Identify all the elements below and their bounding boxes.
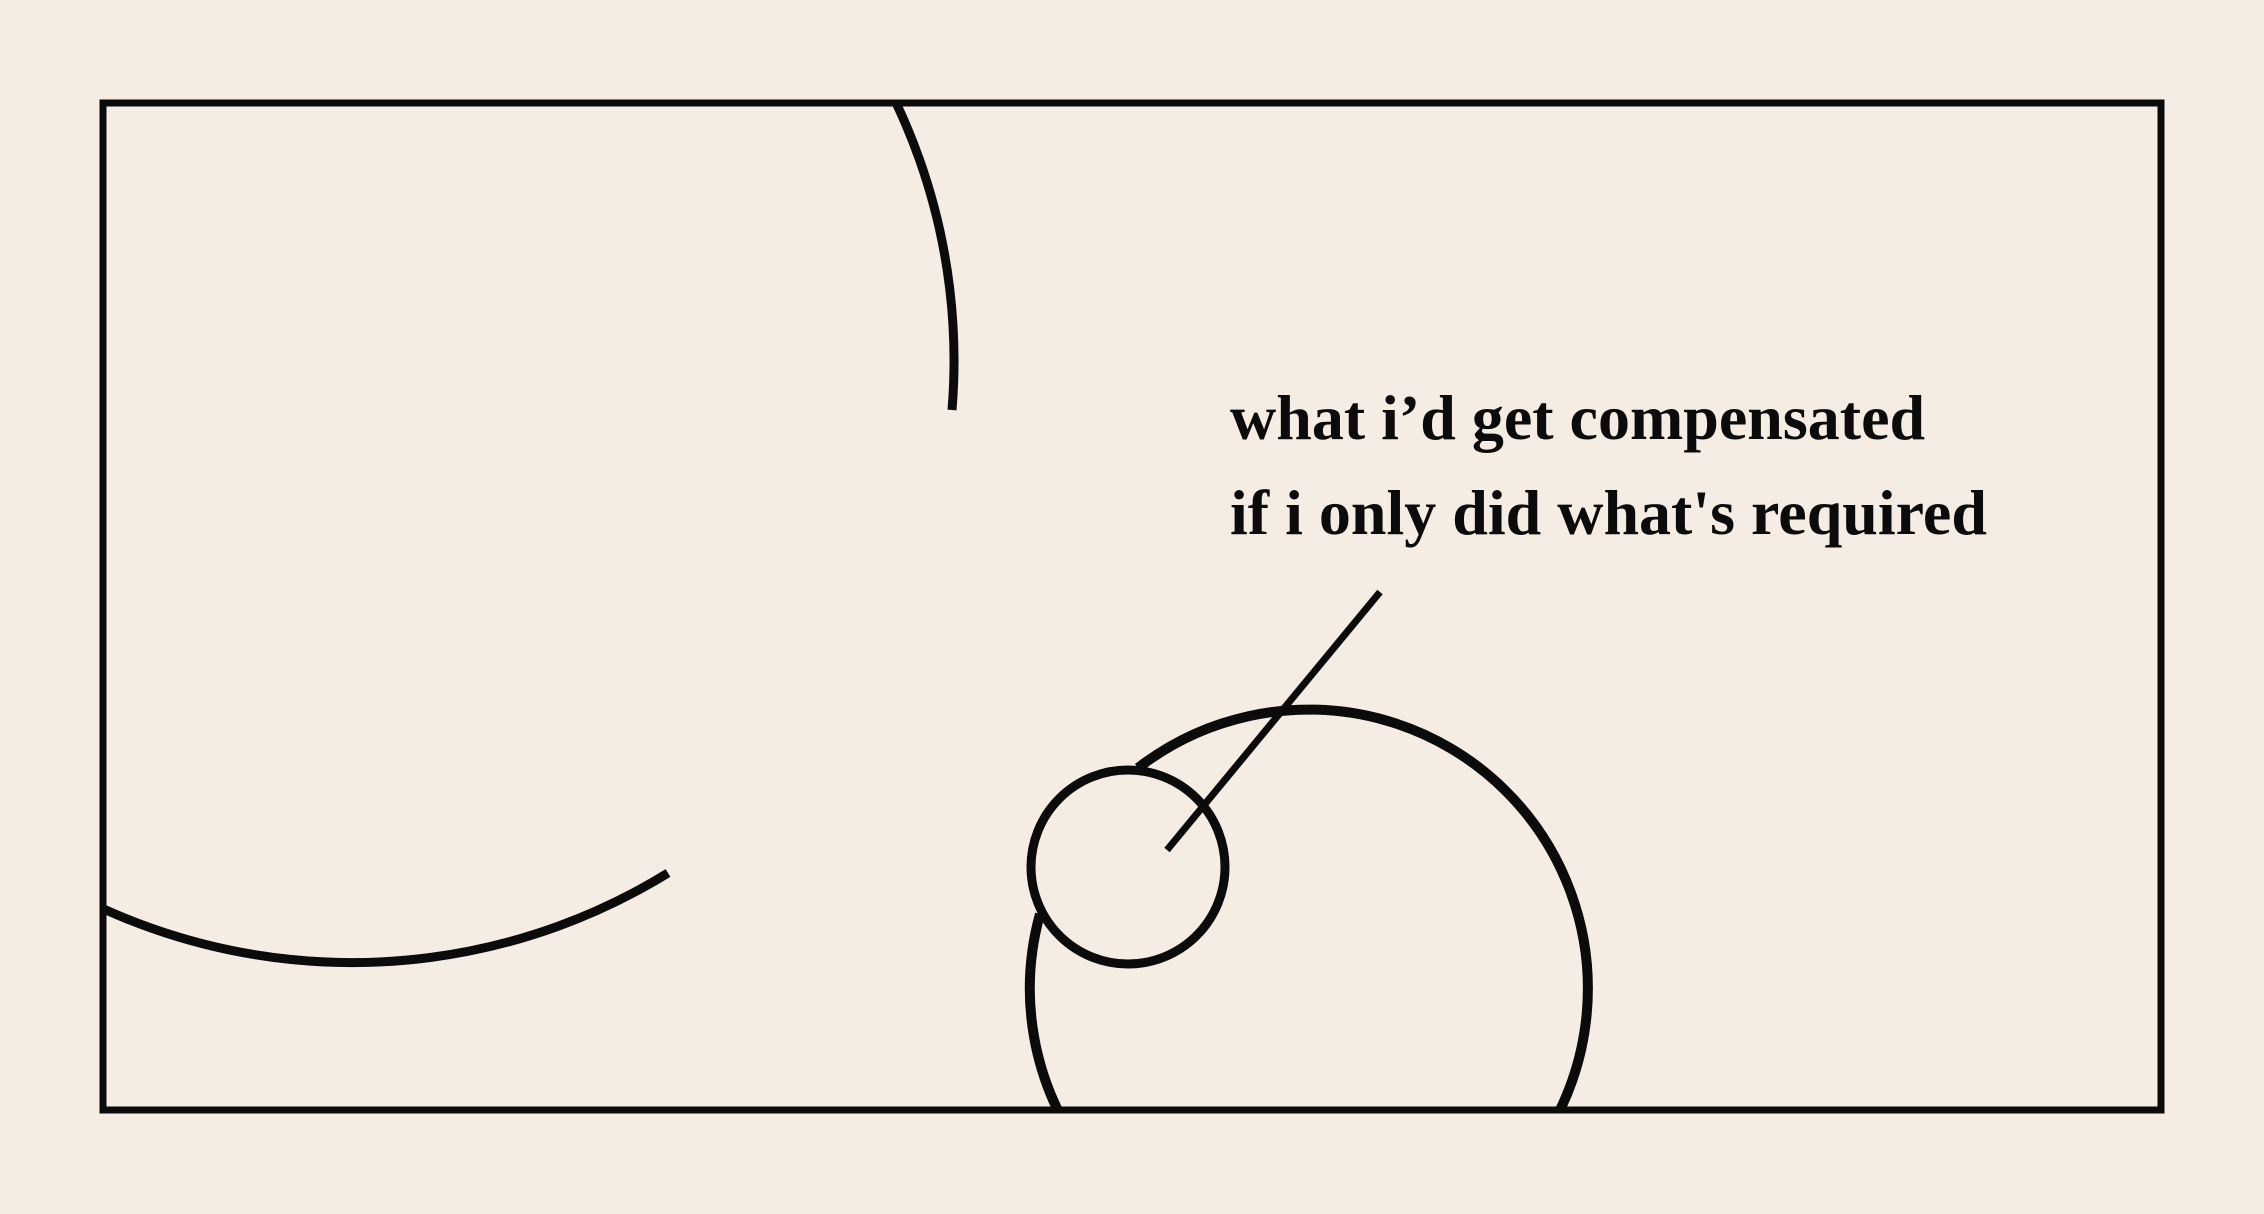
pointer-line xyxy=(1164,589,1383,853)
large-circle xyxy=(103,103,959,968)
annotation-line-1: what i’d get compensated xyxy=(1230,382,1926,453)
annotation-line-2: if i only did what's required xyxy=(1230,477,1987,548)
medium-circle xyxy=(1024,704,1593,1110)
small-circle xyxy=(1026,765,1230,969)
frame-border xyxy=(99,99,2165,1114)
